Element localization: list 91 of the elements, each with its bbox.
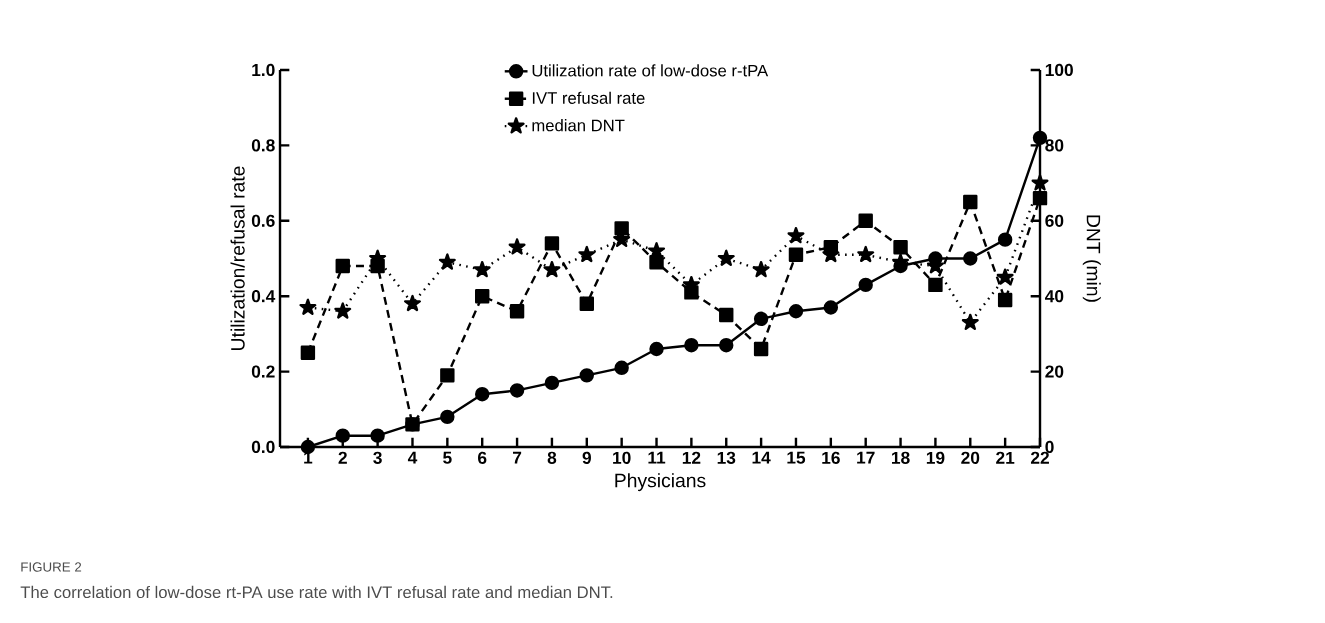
point	[963, 194, 978, 210]
point	[509, 304, 525, 319]
y2-tick-label: 40	[1044, 290, 1064, 303]
point	[579, 368, 594, 383]
x-tick-label: 7	[513, 451, 522, 464]
point	[961, 313, 979, 330]
y2-tick-label: 20	[1045, 365, 1064, 378]
point	[300, 439, 316, 455]
point	[475, 288, 490, 304]
y2-tick-label: 60	[1045, 214, 1064, 227]
x-tick-label: 17	[857, 451, 875, 464]
point	[719, 338, 734, 353]
point	[788, 247, 804, 262]
point	[719, 307, 734, 323]
point	[438, 253, 456, 270]
point	[996, 268, 1014, 285]
point	[370, 428, 385, 443]
y-tick-label: 0.6	[251, 214, 275, 227]
point	[823, 300, 839, 315]
point	[335, 428, 350, 443]
point	[334, 302, 352, 319]
x-tick-label: 12	[682, 451, 701, 464]
text: The correlation of low-dose rt-PA use rate with IVT refusal rate and median DNT.	[20, 585, 613, 599]
x-tick-label: 2	[338, 451, 347, 464]
point	[300, 345, 316, 360]
point	[544, 236, 560, 251]
point	[544, 375, 560, 391]
point	[299, 298, 317, 315]
x-tick-label: 18	[892, 451, 910, 464]
point	[752, 260, 770, 278]
point	[508, 238, 526, 255]
legend-label: median DNT	[532, 119, 625, 132]
point	[997, 232, 1013, 247]
point	[335, 258, 350, 274]
legend-label: Utilization rate of low-dose r-tPA	[532, 64, 769, 77]
point	[893, 239, 908, 255]
point	[858, 277, 873, 293]
point	[579, 296, 594, 311]
point	[473, 260, 491, 278]
point	[1031, 174, 1049, 191]
point	[543, 260, 561, 278]
x-tick-label: 3	[373, 451, 382, 464]
point	[788, 304, 804, 319]
point	[578, 245, 596, 263]
x-tick-label: 4	[407, 451, 418, 464]
y2-tick-label: 0	[1045, 440, 1054, 454]
x-tick-label: 6	[478, 451, 487, 464]
point	[649, 341, 664, 357]
point	[858, 213, 873, 228]
point	[440, 368, 455, 383]
y-tick-label: 0.8	[251, 139, 275, 152]
x-axis-title: Physicians	[615, 473, 706, 492]
legend-label: IVT refusal rate	[532, 91, 645, 104]
point	[717, 249, 735, 266]
point	[787, 227, 805, 244]
point	[509, 383, 525, 398]
y-tick-label: 0.2	[251, 365, 275, 378]
y-tick-label: 0.0	[251, 440, 275, 454]
x-tick-label: 13	[717, 451, 736, 464]
x-tick-label: 5	[443, 451, 452, 464]
x-tick-label: 20	[961, 451, 980, 464]
x-tick-label: 15	[787, 451, 806, 464]
point	[403, 294, 421, 312]
y2-tick-label: 80	[1045, 139, 1064, 152]
point	[928, 277, 943, 293]
y-axis-title: Utilization/refusal rate	[230, 166, 245, 350]
point	[753, 341, 769, 357]
point	[857, 245, 875, 263]
point	[753, 311, 769, 327]
x-tick-label: 21	[996, 451, 1015, 464]
y-tick-label: 0.4	[251, 290, 276, 303]
point	[997, 292, 1013, 308]
x-tick-label: 8	[547, 451, 557, 464]
x-tick-label: 19	[926, 451, 945, 464]
x-tick-label: 14	[752, 451, 771, 464]
y2-tick-label: 100	[1045, 63, 1073, 77]
y-tick-label: 1.0	[252, 63, 275, 77]
y2-axis-title: DNT (min)	[1082, 215, 1101, 302]
point	[614, 360, 629, 376]
x-tick-label: 16	[822, 451, 840, 464]
point	[440, 409, 455, 425]
point	[963, 251, 978, 266]
x-tick-label: 22	[1030, 451, 1049, 464]
x-tick-label: 9	[582, 451, 591, 464]
x-tick-label: 10	[613, 451, 631, 464]
caption: FIGURE 2	[21, 562, 82, 572]
point	[614, 221, 629, 236]
point	[649, 255, 664, 270]
point	[684, 338, 699, 353]
x-tick-label: 11	[648, 451, 666, 464]
point	[475, 387, 490, 402]
